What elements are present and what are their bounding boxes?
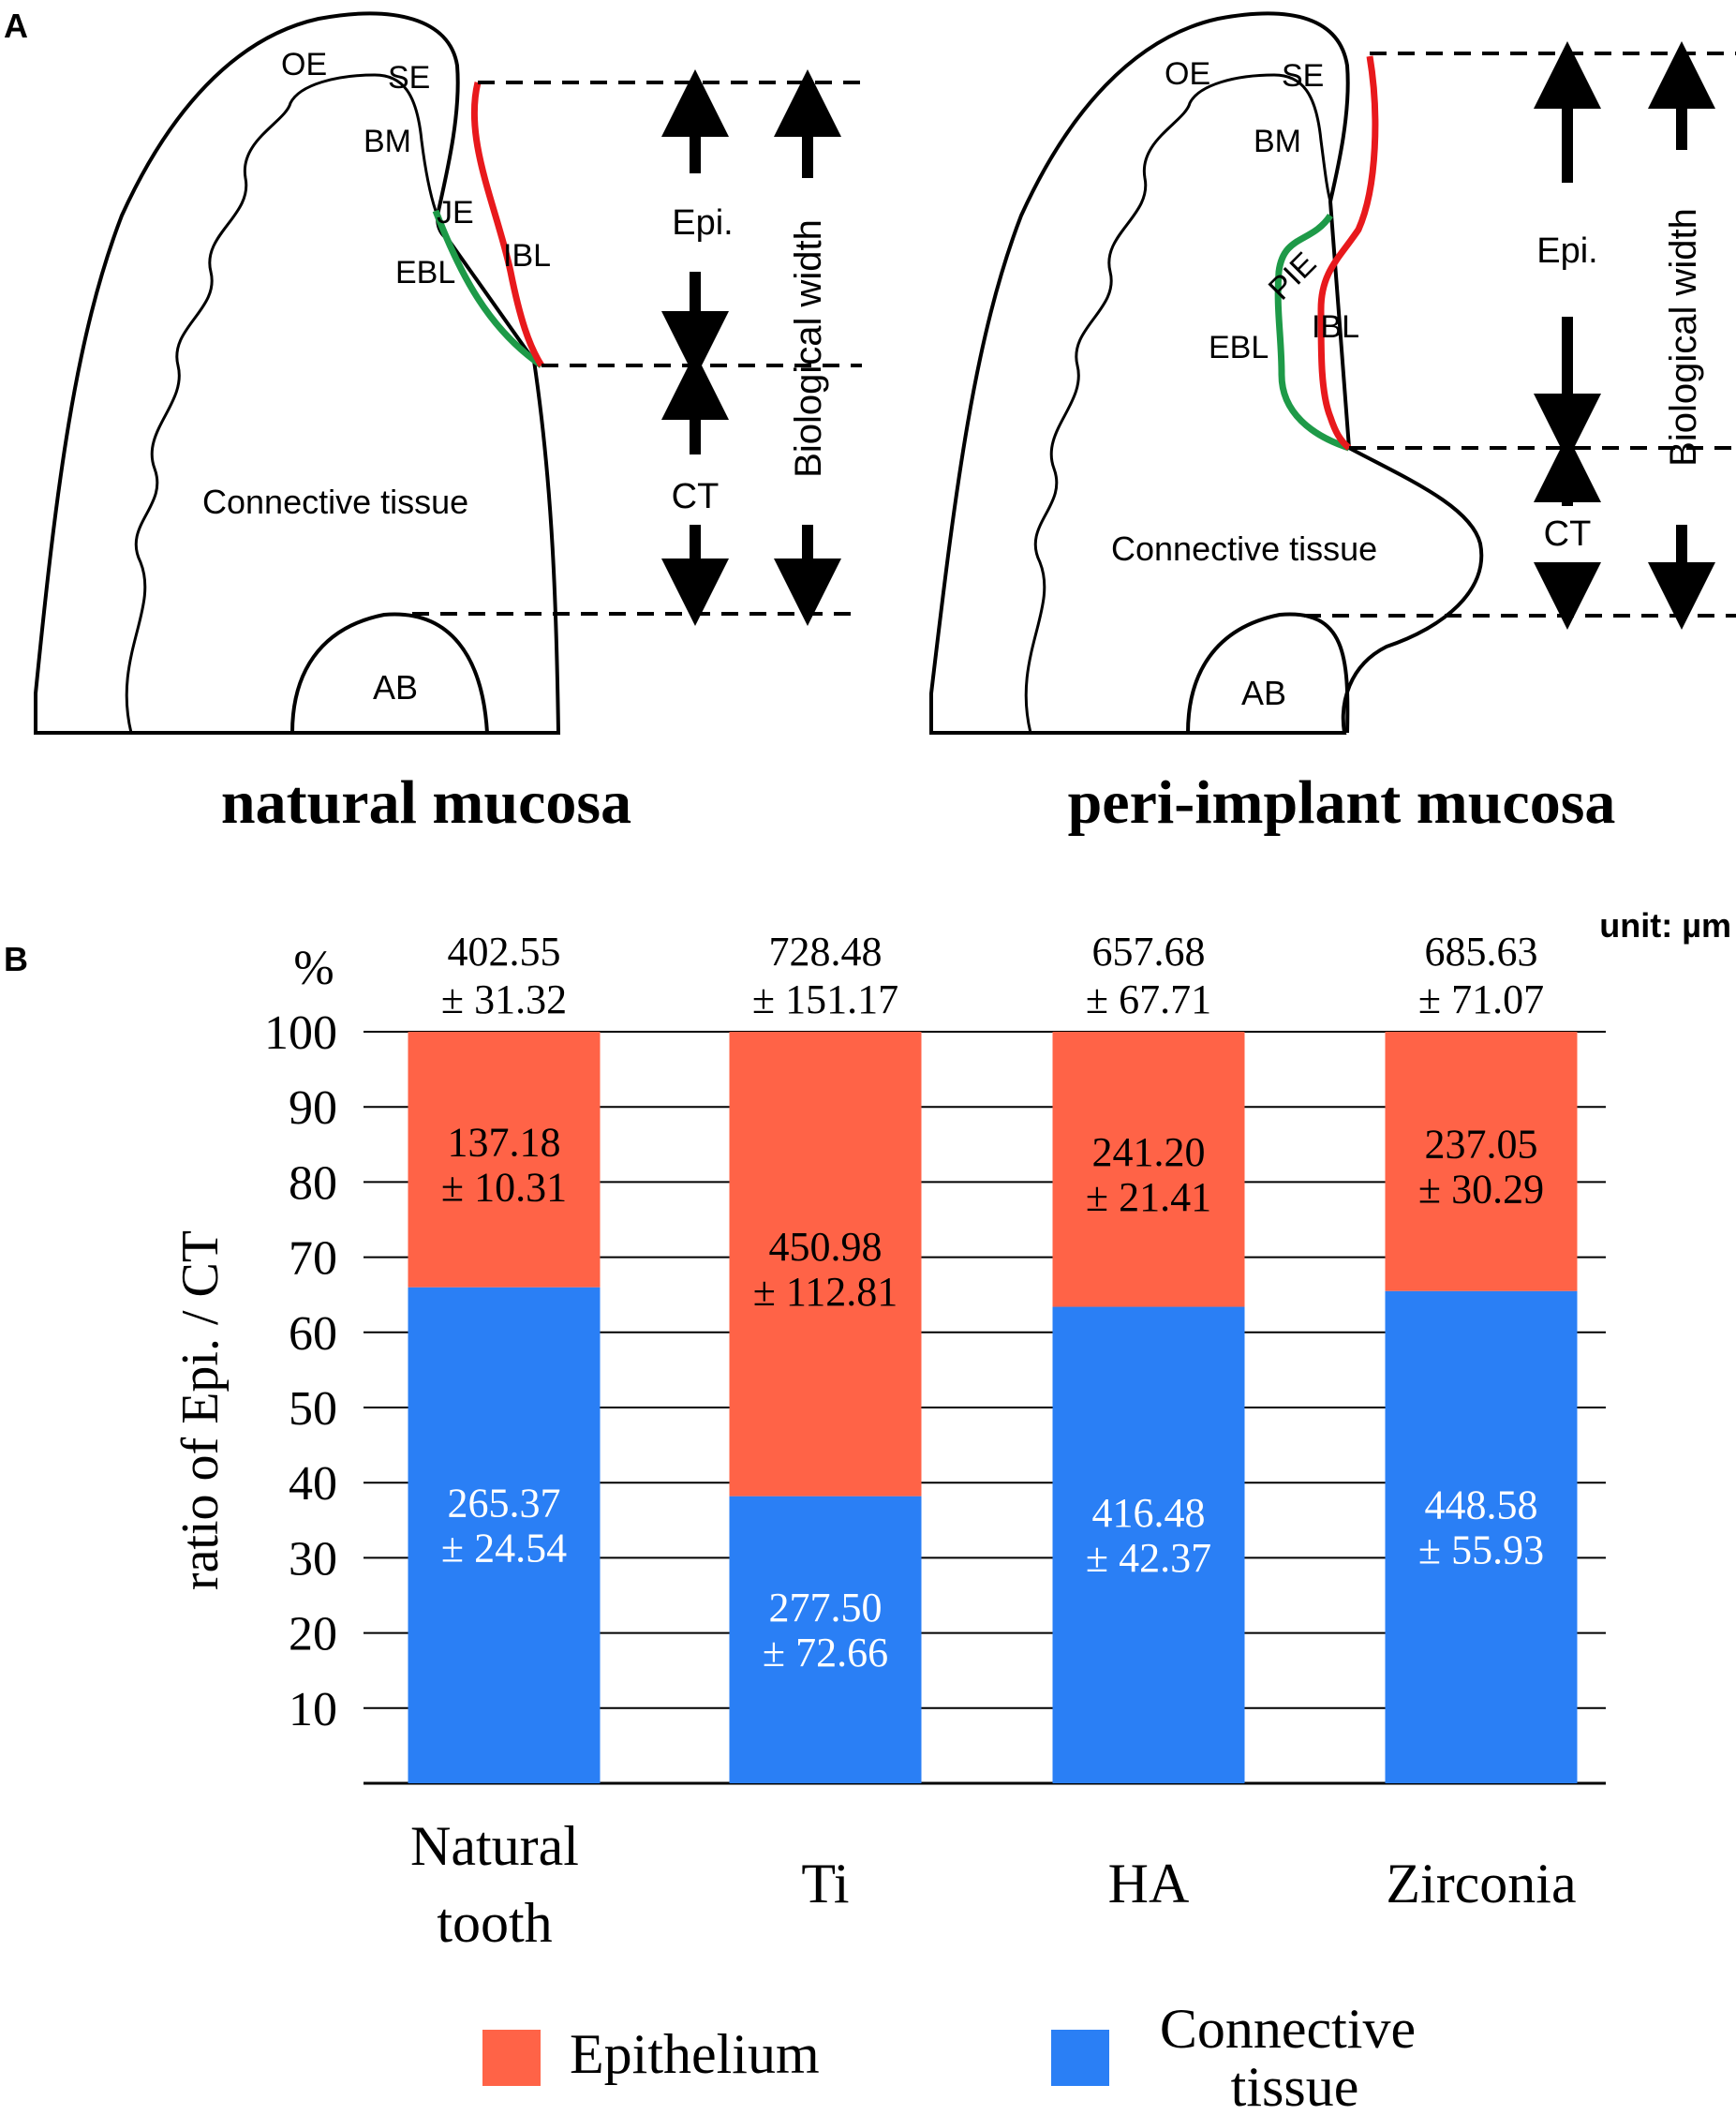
bar-epithelium-0 bbox=[408, 1032, 601, 1288]
y-tick-90: 90 bbox=[289, 1081, 337, 1135]
natural-label-je: JE bbox=[437, 195, 474, 231]
legend-label-epithelium: Epithelium bbox=[570, 2023, 820, 2085]
implant-ebl-line bbox=[1274, 213, 1351, 452]
implant-caption: peri-implant mucosa bbox=[1068, 768, 1616, 837]
implant-label-ebl: EBL bbox=[1209, 330, 1269, 365]
legend-swatch-connective bbox=[1051, 2030, 1109, 2086]
total-mean-3: 685.63 bbox=[1425, 929, 1538, 975]
stacked-bars bbox=[408, 1032, 1578, 1783]
total-mean-2: 657.68 bbox=[1092, 929, 1206, 975]
implant-label-oe: OE bbox=[1165, 56, 1210, 92]
connective-mean-3: 448.58 bbox=[1425, 1482, 1538, 1527]
natural-label-ab: AB bbox=[373, 668, 418, 707]
y-tick-70: 70 bbox=[289, 1232, 337, 1286]
x-axis-categories: Natural tooth Ti HA Zirconia bbox=[410, 1815, 1577, 1954]
natural-label-ct: CT bbox=[672, 477, 720, 516]
connective-sd-2: ± 42.37 bbox=[1086, 1535, 1211, 1581]
epithelium-sd-2: ± 21.41 bbox=[1086, 1174, 1211, 1220]
implant-gingiva-outline bbox=[929, 11, 1484, 735]
natural-ibl-line bbox=[470, 82, 544, 367]
natural-label-connective: Connective tissue bbox=[202, 483, 468, 521]
connective-sd-0: ± 24.54 bbox=[441, 1525, 567, 1571]
epithelium-mean-3: 237.05 bbox=[1425, 1121, 1538, 1167]
epithelium-mean-1: 450.98 bbox=[769, 1224, 883, 1270]
natural-ebl-line bbox=[432, 209, 543, 368]
epithelium-mean-0: 137.18 bbox=[448, 1119, 561, 1165]
y-axis-ticks: 10 20 30 40 50 60 70 80 90 100 bbox=[264, 1006, 337, 1736]
bar-connective-1 bbox=[729, 1496, 922, 1783]
natural-label-bm: BM bbox=[364, 124, 411, 159]
natural-label-bio-width: Biological width bbox=[788, 219, 829, 478]
panel-b-letter: B bbox=[4, 940, 28, 978]
connective-sd-3: ± 55.93 bbox=[1418, 1527, 1544, 1572]
connective-mean-1: 277.50 bbox=[769, 1585, 883, 1631]
y-tick-30: 30 bbox=[289, 1532, 337, 1586]
y-tick-60: 60 bbox=[289, 1307, 337, 1361]
bar-data-labels: 402.55± 31.32 137.18± 10.31 265.37± 24.54 7… bbox=[441, 929, 1544, 1676]
epithelium-sd-3: ± 30.29 bbox=[1418, 1166, 1544, 1212]
connective-mean-2: 416.48 bbox=[1092, 1490, 1206, 1536]
y-tick-40: 40 bbox=[289, 1457, 337, 1511]
x-category-0-line2: tooth bbox=[437, 1892, 552, 1954]
percent-label: % bbox=[293, 942, 334, 995]
total-sd-3: ± 71.07 bbox=[1418, 976, 1544, 1022]
y-tick-50: 50 bbox=[289, 1382, 337, 1436]
implant-label-pie: PIE bbox=[1262, 246, 1324, 307]
connective-sd-1: ± 72.66 bbox=[763, 1630, 888, 1676]
bar-epithelium-3 bbox=[1385, 1032, 1578, 1291]
x-category-1: Ti bbox=[801, 1853, 849, 1914]
natural-alveolar-bone bbox=[290, 612, 489, 734]
total-sd-1: ± 151.17 bbox=[752, 976, 898, 1022]
natural-label-ebl: EBL bbox=[395, 255, 455, 290]
natural-caption: natural mucosa bbox=[221, 768, 631, 837]
implant-label-bm: BM bbox=[1254, 124, 1301, 159]
natural-label-ibl: IBL bbox=[503, 238, 551, 274]
peri-implant-mucosa-diagram: OE SE BM PIE EBL IBL Connective tissue A… bbox=[929, 11, 1736, 837]
epithelium-sd-0: ± 10.31 bbox=[441, 1164, 567, 1210]
implant-ibl-line bbox=[1317, 55, 1379, 451]
total-mean-1: 728.48 bbox=[769, 929, 883, 975]
implant-label-connective: Connective tissue bbox=[1111, 529, 1377, 568]
implant-label-se: SE bbox=[1282, 58, 1324, 94]
natural-mucosa-diagram: OE SE BM JE EBL IBL Connective tissue AB… bbox=[34, 11, 862, 837]
implant-label-ct: CT bbox=[1544, 514, 1592, 554]
bar-connective-0 bbox=[408, 1287, 601, 1783]
implant-alveolar-bone bbox=[1186, 612, 1350, 734]
natural-label-se: SE bbox=[388, 60, 430, 96]
legend-connective-line2: tissue bbox=[1231, 2056, 1359, 2115]
total-sd-0: ± 31.32 bbox=[441, 976, 567, 1022]
y-axis-title: ratio of Epi. / CT bbox=[171, 1230, 230, 1590]
y-tick-80: 80 bbox=[289, 1156, 337, 1210]
legend-label-connective: Connective tissue bbox=[1160, 1998, 1430, 2115]
legend-swatch-epithelium bbox=[482, 2030, 541, 2086]
implant-label-epi: Epi. bbox=[1536, 231, 1597, 271]
y-tick-10: 10 bbox=[289, 1683, 337, 1736]
x-category-3: Zirconia bbox=[1386, 1853, 1576, 1914]
legend-connective-line1: Connective bbox=[1160, 1998, 1416, 2060]
unit-label: unit: µm bbox=[1599, 906, 1731, 945]
implant-label-ab: AB bbox=[1241, 674, 1286, 712]
implant-label-bio-width: Biological width bbox=[1663, 208, 1704, 467]
bar-epithelium-2 bbox=[1052, 1032, 1245, 1307]
bar-epithelium-1 bbox=[729, 1032, 922, 1497]
panel-a-letter: A bbox=[4, 7, 28, 45]
bar-connective-2 bbox=[1052, 1306, 1245, 1783]
bar-connective-3 bbox=[1385, 1290, 1578, 1783]
implant-label-ibl: IBL bbox=[1312, 309, 1359, 345]
epithelium-mean-2: 241.20 bbox=[1092, 1129, 1206, 1175]
implant-basement-membrane bbox=[1024, 73, 1332, 734]
natural-label-oe: OE bbox=[281, 47, 327, 82]
total-sd-2: ± 67.71 bbox=[1086, 976, 1211, 1022]
total-mean-0: 402.55 bbox=[448, 929, 561, 975]
natural-gingiva-outline bbox=[34, 11, 561, 735]
natural-basement-membrane bbox=[125, 73, 438, 734]
connective-mean-0: 265.37 bbox=[448, 1480, 561, 1526]
y-tick-20: 20 bbox=[289, 1608, 337, 1661]
x-category-0-line1: Natural bbox=[410, 1815, 579, 1877]
legend: Epithelium Connective tissue bbox=[482, 1998, 1430, 2115]
y-tick-100: 100 bbox=[264, 1006, 337, 1060]
x-category-2: HA bbox=[1108, 1853, 1190, 1914]
epithelium-sd-1: ± 112.81 bbox=[753, 1269, 898, 1315]
natural-label-epi: Epi. bbox=[672, 203, 733, 243]
